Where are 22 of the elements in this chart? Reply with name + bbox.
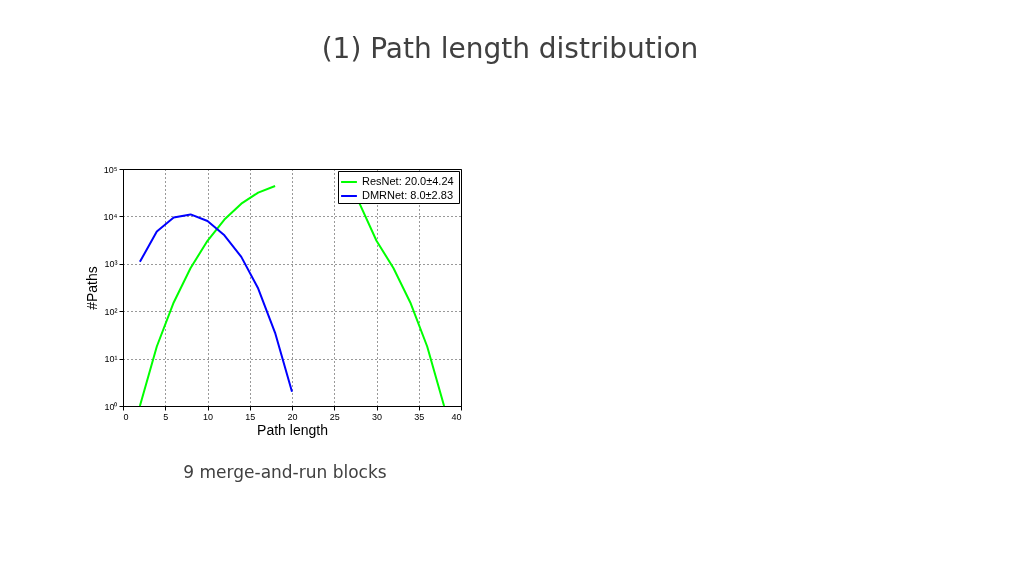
y-tick-label: 10⁵ (103, 164, 118, 175)
x-tick-label: 15 (245, 411, 256, 422)
x-tick-label: 0 (123, 411, 129, 422)
x-tick-label: 25 (329, 411, 340, 422)
y-axis-title: #Paths (83, 266, 100, 310)
y-tick-label: 10⁰ (104, 401, 118, 412)
legend-label: ResNet: 20.0±4.24 (362, 175, 454, 187)
legend-label: DMRNet: 8.0±2.83 (362, 189, 454, 201)
x-tick-label: 35 (414, 411, 425, 422)
y-tick-label: 10⁴ (103, 211, 118, 222)
y-tick-label: 10³ (104, 259, 118, 270)
x-tick-label: 40 (451, 411, 462, 422)
line-series (138, 213, 293, 393)
x-axis-title: Path length (257, 421, 328, 438)
text: 9 merge-and-run blocks (182, 462, 388, 482)
y-tick-label: 10² (104, 306, 118, 317)
x-tick-label: 10 (202, 411, 214, 422)
x-tick-label: 20 (287, 411, 298, 422)
chart-title: (1) Path length distribution (320, 32, 700, 65)
y-tick-label: 10¹ (104, 354, 118, 365)
x-tick-label: 30 (371, 411, 383, 422)
x-tick-label: 5 (163, 411, 169, 422)
